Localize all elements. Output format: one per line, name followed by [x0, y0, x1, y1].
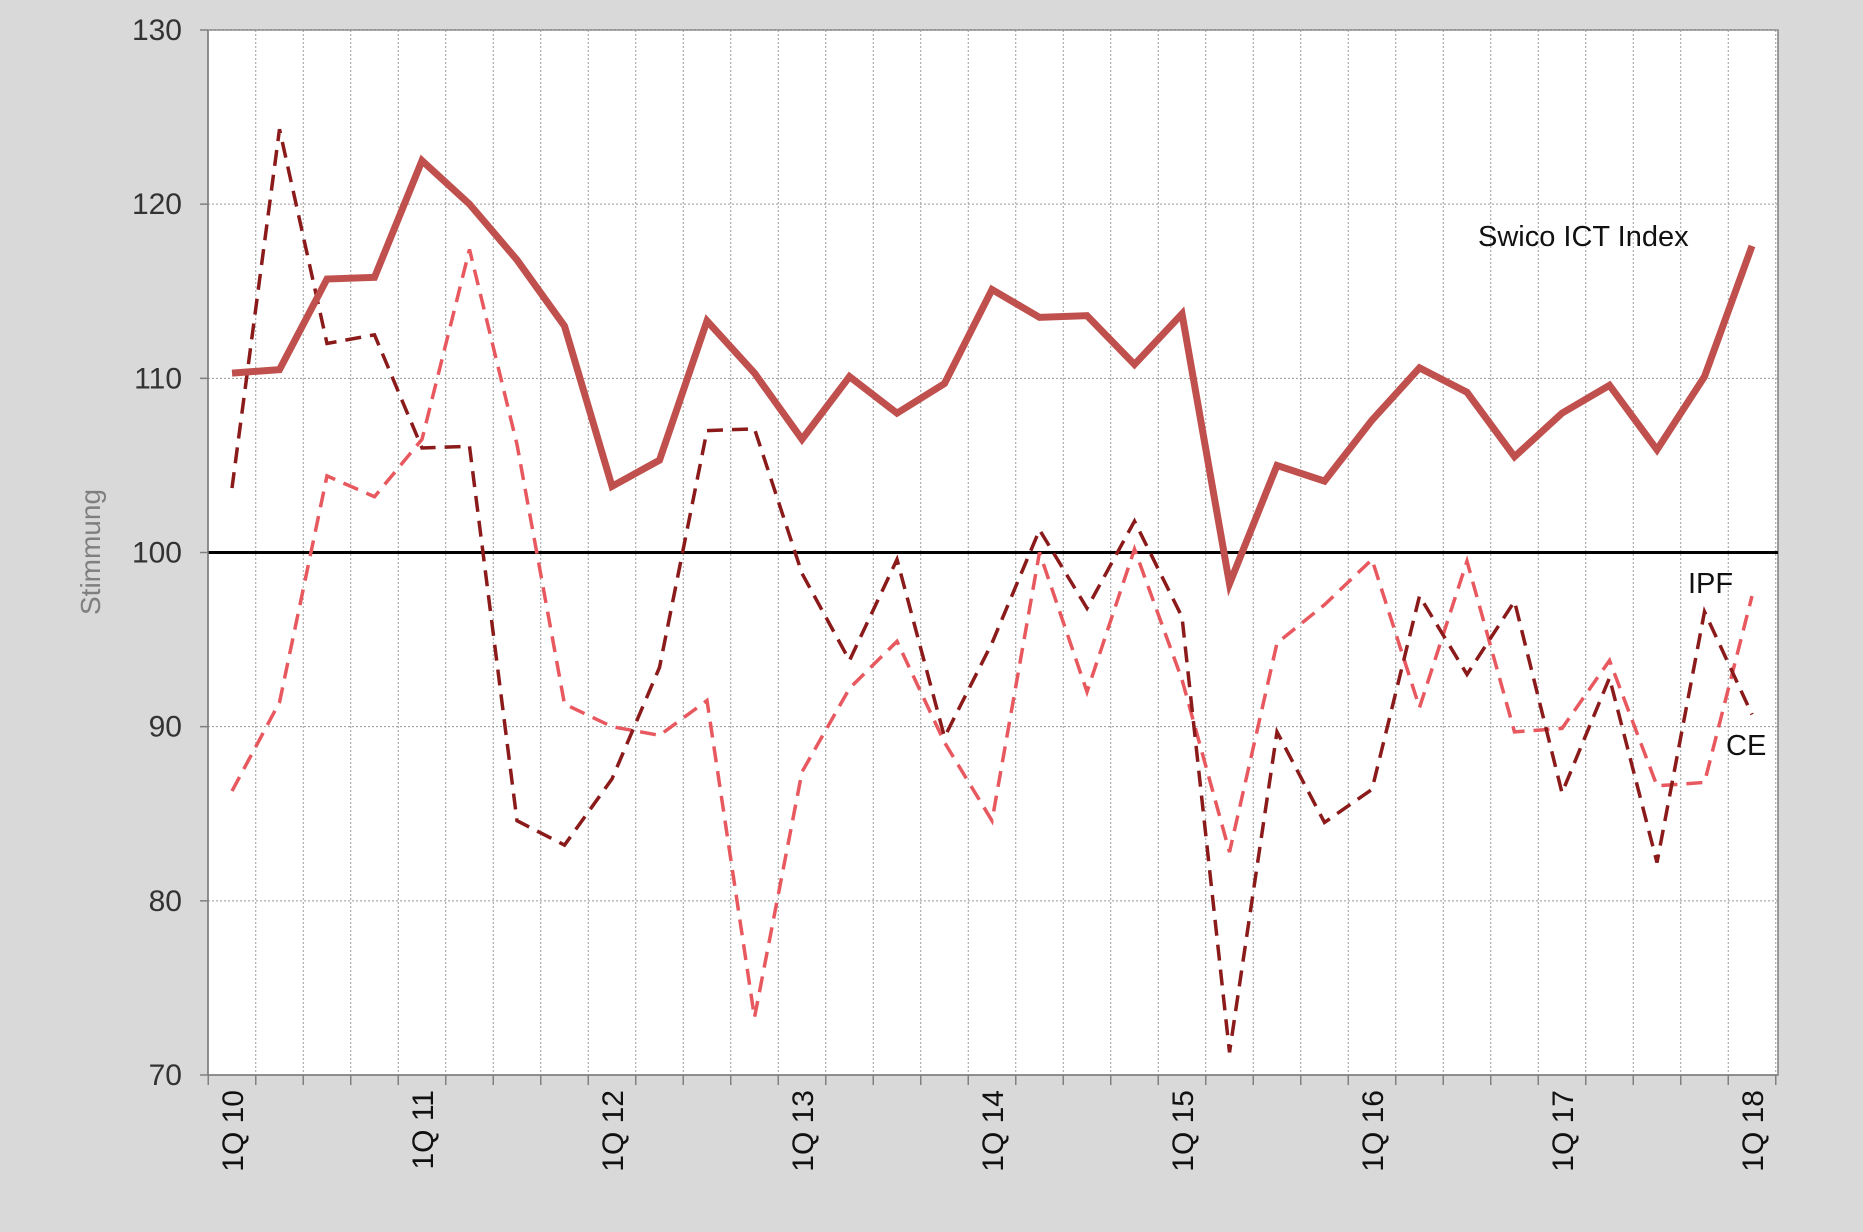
- series-label-ipf: IPF: [1688, 568, 1733, 600]
- x-tick-label: 1Q 11: [407, 1090, 440, 1170]
- y-tick-label: 130: [132, 14, 182, 47]
- x-tick-label: 1Q 16: [1357, 1090, 1390, 1172]
- x-tick-label: 1Q 12: [597, 1090, 630, 1172]
- x-tick-label: 1Q 18: [1737, 1090, 1770, 1172]
- y-tick-label: 120: [132, 188, 182, 221]
- x-tick-label: 1Q 17: [1547, 1090, 1580, 1172]
- y-tick-label: 80: [149, 885, 182, 918]
- y-tick-label: 90: [149, 711, 182, 744]
- x-tick-label: 1Q 10: [217, 1090, 250, 1172]
- x-tick-label: 1Q 14: [977, 1090, 1010, 1172]
- y-tick-label: 70: [149, 1059, 182, 1092]
- y-axis-label: Stimmung: [75, 489, 106, 615]
- x-tick-label: 1Q 15: [1167, 1090, 1200, 1172]
- y-tick-label: 100: [132, 537, 182, 570]
- series-label-ce: CE: [1726, 730, 1766, 762]
- x-tick-label: 1Q 13: [787, 1090, 820, 1172]
- y-tick-label: 110: [134, 362, 182, 395]
- series-label-swico: Swico ICT Index: [1478, 221, 1689, 253]
